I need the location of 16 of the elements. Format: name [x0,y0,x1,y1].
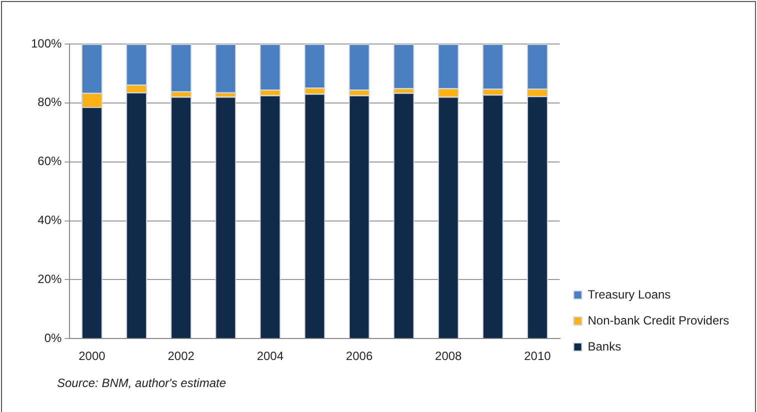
y-tick-label: 60% [38,154,62,168]
x-tick-label: 2006 [346,349,373,364]
y-tick-label: 20% [38,272,62,286]
source-note: Source: BNM, author's estimate [57,376,226,390]
x-tick-label: 2000 [78,349,106,364]
legend-label: Banks [588,339,622,354]
legend-label: Treasury Loans [588,287,671,302]
x-tick-label: 2002 [168,349,195,364]
y-tick-label: 80% [38,95,62,110]
y-tick-label: 0% [44,330,62,345]
x-tick-label: 2010 [524,349,552,364]
y-tick-label: 100% [30,36,62,50]
y-tick-label: 40% [38,213,62,228]
legend-label: Non-bank Credit Providers [588,313,730,328]
x-tick-label: 2008 [435,349,462,364]
x-tick-label: 2004 [256,349,284,364]
